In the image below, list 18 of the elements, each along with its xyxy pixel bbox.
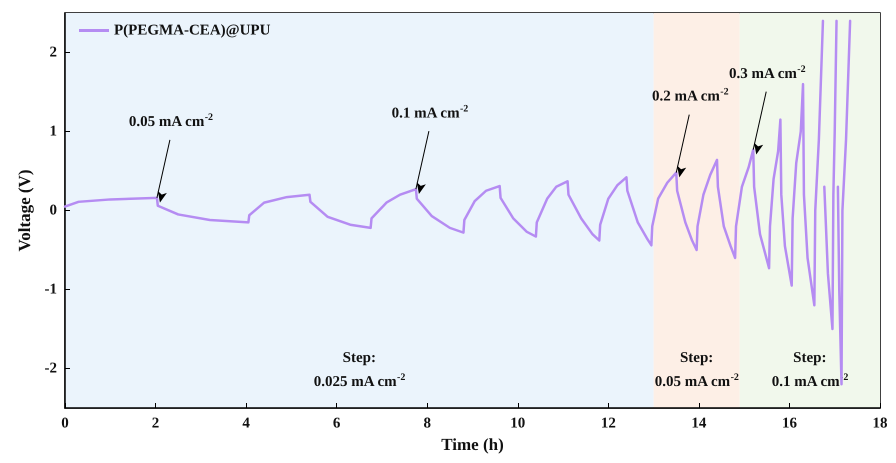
legend-label: P(PEGMA-CEA)@UPU [114,22,271,38]
y-tick-label: 1 [50,124,57,140]
x-tick-label: 0 [61,416,69,432]
x-tick-label: 18 [872,416,888,432]
x-tick-label: 14 [691,416,707,432]
x-tick-label: 2 [152,416,160,432]
x-tick-label: 12 [600,416,616,432]
x-tick-label: 10 [510,416,526,432]
x-tick-label: 8 [423,416,431,432]
y-axis-title: Voltage (V) [15,170,34,252]
y-tick-label: 0 [50,202,57,218]
y-tick-label: -1 [44,282,57,298]
y-tick-label: 2 [50,44,57,60]
x-axis-title: Time (h) [441,435,504,454]
x-tick-label: 16 [782,416,798,432]
x-tick-label: 4 [242,416,250,432]
x-tick-label: 6 [332,416,341,432]
y-tick-label: -2 [44,360,57,376]
